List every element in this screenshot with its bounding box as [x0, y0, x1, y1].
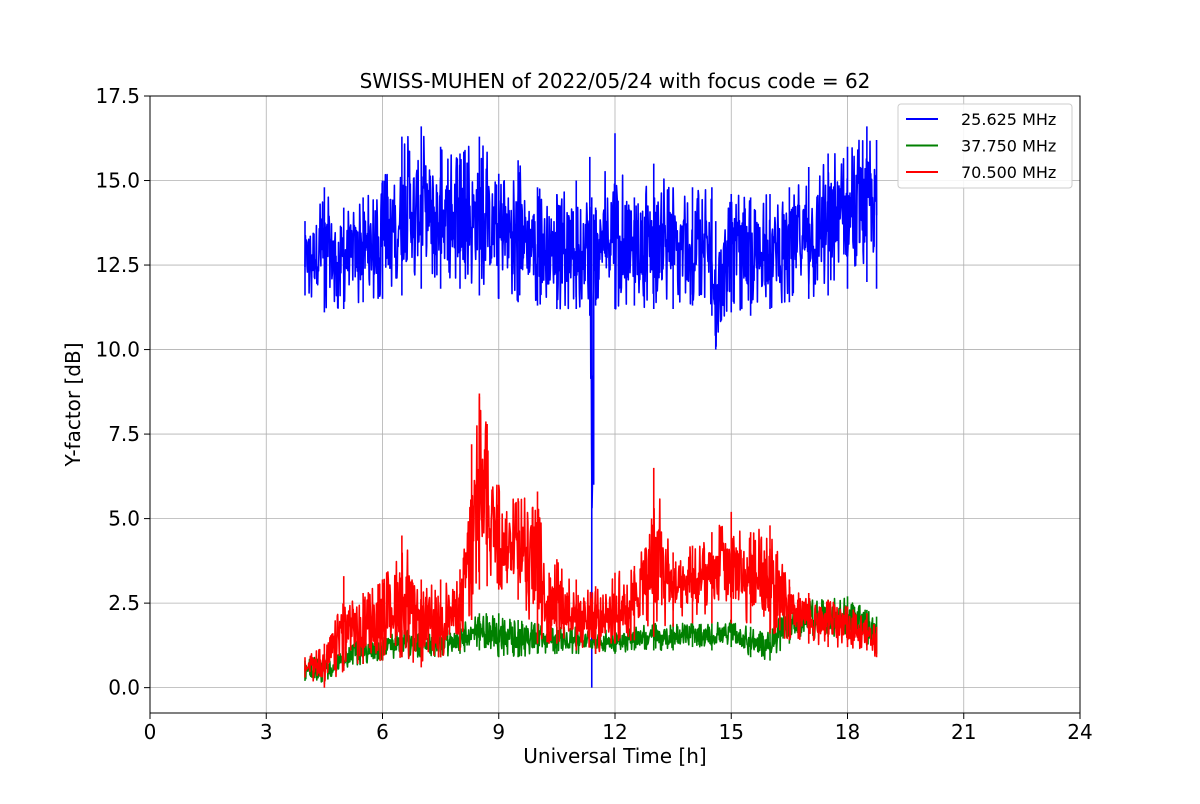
- y-tick-label: 7.5: [108, 422, 140, 446]
- x-tick-label: 12: [602, 720, 627, 744]
- x-tick-label: 3: [260, 720, 273, 744]
- series-line-3: [304, 396, 878, 682]
- x-tick-label: 21: [951, 720, 976, 744]
- x-tick-label: 0: [144, 720, 157, 744]
- x-tick-label: 9: [492, 720, 505, 744]
- legend-box: [897, 103, 1073, 189]
- y-tick-label: 12.5: [95, 253, 140, 277]
- y-axis: 0.0 2.5 5.0 7.5 10.0 12.5 15.0 17.5: [95, 84, 150, 700]
- legend-label-3: 70.500 MHz: [961, 163, 1056, 182]
- x-axis: 0 3 6 9 12 15 18 21 24: [144, 713, 1093, 744]
- y-tick-label: 10.0: [95, 338, 140, 362]
- y-tick-label: 0.0: [108, 676, 140, 700]
- y-axis-label: Y-factor [dB]: [61, 342, 85, 467]
- y-tick-label: 5.0: [108, 507, 140, 531]
- x-tick-label: 6: [376, 720, 389, 744]
- x-tick-label: 18: [835, 720, 860, 744]
- y-tick-label: 2.5: [108, 591, 140, 615]
- x-tick-label: 24: [1067, 720, 1092, 744]
- y-tick-label: 15.0: [95, 169, 140, 193]
- series-line-1: [304, 135, 878, 509]
- x-axis-label: Universal Time [h]: [523, 744, 706, 768]
- legend: 25.625 MHz 37.750 MHz 70.500 MHz: [897, 103, 1073, 189]
- y-tick-label: 17.5: [95, 84, 140, 108]
- legend-label-1: 25.625 MHz: [961, 110, 1056, 129]
- legend-label-2: 37.750 MHz: [961, 137, 1056, 156]
- chart-title: SWISS-MUHEN of 2022/05/24 with focus cod…: [360, 69, 871, 93]
- series-layer: [304, 126, 878, 688]
- x-tick-label: 15: [719, 720, 744, 744]
